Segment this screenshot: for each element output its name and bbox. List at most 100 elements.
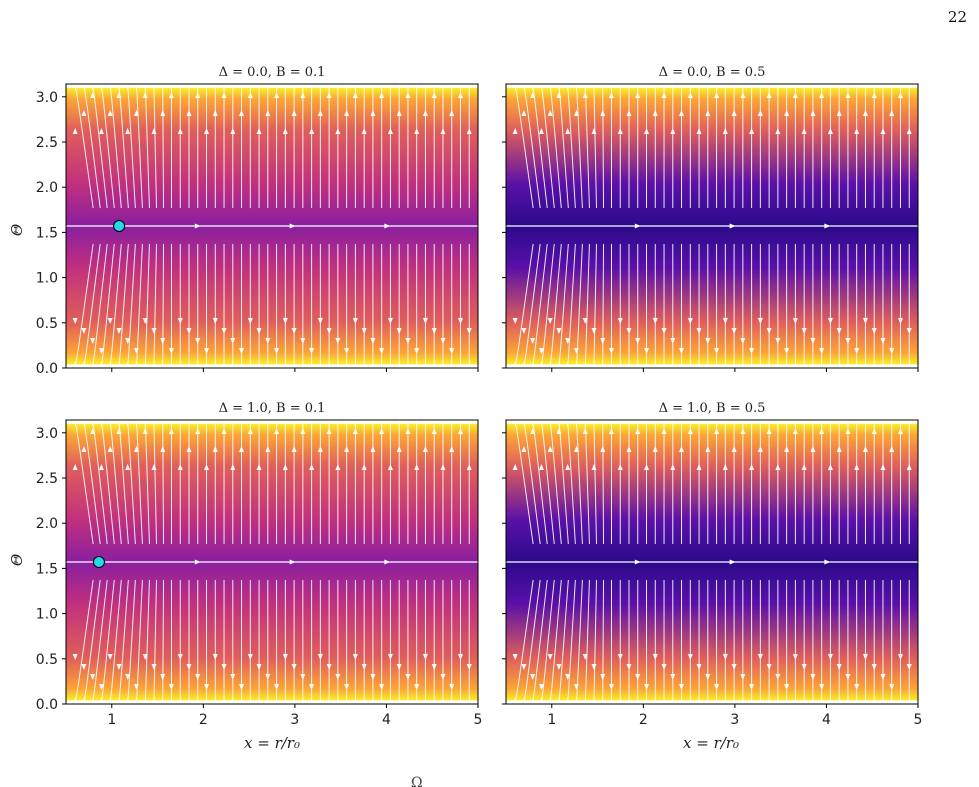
streamline-arrow: [81, 109, 87, 116]
streamline-arrow: [212, 317, 218, 324]
streamline-arrow: [239, 347, 245, 354]
streamline: [118, 87, 129, 209]
streamline-arrow: [784, 347, 790, 354]
streamline-arrow: [291, 327, 297, 334]
streamline-arrow: [422, 317, 428, 324]
streamline-arrow: [449, 109, 455, 116]
streamline: [100, 87, 115, 209]
x-tick-label: 1: [107, 712, 116, 728]
streamline-arrow: [670, 673, 676, 680]
streamline-arrow: [714, 683, 720, 690]
streamline-arrow: [300, 337, 306, 344]
streamline-arrow: [871, 427, 877, 434]
streamline-arrow: [289, 559, 296, 565]
streamline-arrow: [300, 673, 306, 680]
streamline-arrow: [204, 347, 210, 354]
streamline: [532, 243, 548, 365]
streamline-arrow: [801, 127, 807, 134]
streamline-arrow: [98, 683, 104, 690]
streamline: [135, 423, 143, 545]
streamline-arrow: [247, 91, 253, 98]
streamline: [602, 423, 605, 545]
streamline-arrow: [177, 653, 183, 660]
x-tick-label: 5: [914, 712, 923, 728]
streamline: [602, 87, 605, 209]
streamline-arrow: [414, 347, 420, 354]
streamline-arrow: [309, 683, 315, 690]
streamline-arrow: [361, 327, 367, 334]
streamline-arrow: [151, 663, 157, 670]
streamline-arrow: [661, 91, 667, 98]
streamline-arrow: [282, 127, 288, 134]
streamline-arrow: [608, 91, 614, 98]
streamline: [109, 423, 122, 545]
streamline-arrow: [247, 653, 253, 660]
streamline-arrow: [591, 127, 597, 134]
streamline-arrow: [626, 445, 632, 452]
streamline-arrow: [757, 653, 763, 660]
streamline-arrow: [186, 327, 192, 334]
streamline-arrow: [600, 337, 606, 344]
streamline-arrow: [265, 673, 271, 680]
streamline-arrow: [687, 427, 693, 434]
streamline-arrow: [309, 463, 315, 470]
y-tick-label: 2.0: [36, 516, 58, 532]
streamline-arrow: [317, 109, 323, 116]
streamline-arrow: [265, 109, 271, 116]
ylabel-bottom: Θ: [8, 554, 26, 566]
streamline-arrow: [466, 127, 472, 134]
streamline-arrow: [827, 127, 833, 134]
streamline-arrow: [449, 683, 455, 690]
streamline: [127, 87, 136, 209]
streamline-arrow: [573, 445, 579, 452]
streamline-arrow: [326, 427, 332, 434]
streamline-arrow: [705, 445, 711, 452]
streamline-arrow: [142, 317, 148, 324]
streamline-arrow: [405, 673, 411, 680]
streamline: [162, 243, 165, 365]
streamline-arrow: [274, 427, 280, 434]
streamline-arrow: [361, 663, 367, 670]
y-tick-label: 1.0: [36, 607, 58, 623]
streamline-arrow: [379, 683, 385, 690]
streamline-arrow: [871, 91, 877, 98]
streamline-arrow: [679, 683, 685, 690]
streamline-arrow: [274, 91, 280, 98]
streamline: [162, 423, 165, 545]
streamline-arrow: [512, 127, 518, 134]
streamline-arrow: [880, 673, 886, 680]
streamline: [584, 579, 590, 701]
streamline-arrow: [247, 427, 253, 434]
streamline: [593, 87, 597, 209]
x-tick-label: 4: [822, 712, 831, 728]
streamline-arrow: [90, 91, 96, 98]
streamline-arrow: [396, 445, 402, 452]
streamline: [118, 243, 129, 365]
streamline-arrow: [239, 109, 245, 116]
streamline-arrow: [801, 327, 807, 334]
streamline-arrow: [652, 317, 658, 324]
streamline-arrow: [81, 327, 87, 334]
streamline-arrow: [387, 127, 393, 134]
streamline-arrow: [125, 127, 131, 134]
streamline-arrow: [635, 427, 641, 434]
streamline-arrow: [547, 653, 553, 660]
ylabel-top: Θ: [8, 224, 26, 236]
streamline-arrow: [431, 327, 437, 334]
streamline-arrow: [854, 127, 860, 134]
streamline-arrow: [107, 653, 113, 660]
streamline-arrow: [634, 223, 641, 229]
streamline: [549, 87, 562, 209]
streamline-arrow: [722, 653, 728, 660]
streamline-arrow: [291, 663, 297, 670]
streamline-arrow: [740, 91, 746, 98]
streamline: [558, 243, 569, 365]
streamline-arrow: [326, 327, 332, 334]
streamline-arrow: [824, 223, 831, 229]
streamline-arrow: [440, 673, 446, 680]
streamline-arrow: [775, 127, 781, 134]
streamline: [567, 243, 576, 365]
streamline-arrow: [626, 663, 632, 670]
streamline: [92, 423, 108, 545]
streamline: [549, 423, 562, 545]
